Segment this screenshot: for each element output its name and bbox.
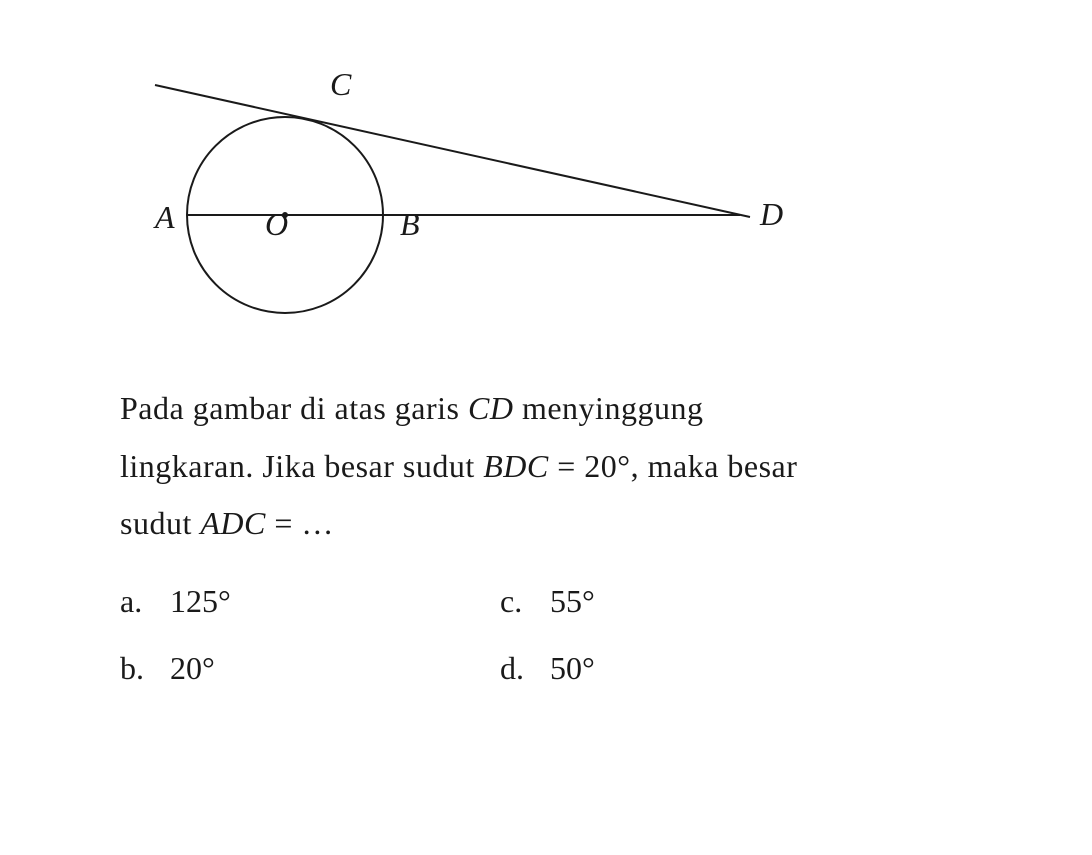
geometry-diagram: A O B C D: [120, 60, 870, 340]
q-line1-suffix: menyinggung: [513, 390, 703, 426]
option-c-value: 55°: [550, 583, 595, 620]
option-c-letter: c.: [500, 583, 550, 620]
option-b: b. 20°: [120, 650, 500, 687]
diagram-svg: A O B C D: [120, 60, 870, 340]
option-c: c. 55°: [500, 583, 880, 620]
option-a-letter: a.: [120, 583, 170, 620]
option-b-letter: b.: [120, 650, 170, 687]
option-a: a. 125°: [120, 583, 500, 620]
q-line2-mid: = 20°, maka besar: [549, 448, 798, 484]
q-line3-prefix: sudut: [120, 505, 200, 541]
q-line1-prefix: Pada gambar di atas garis: [120, 390, 468, 426]
q-line2-var: BDC: [483, 448, 549, 484]
q-line3-suffix: = …: [266, 505, 334, 541]
label-o: O: [265, 206, 288, 242]
options-grid: a. 125° c. 55° b. 20° d. 50°: [120, 583, 992, 687]
q-line2-prefix: lingkaran. Jika besar sudut: [120, 448, 483, 484]
label-c: C: [330, 66, 352, 102]
label-d: D: [759, 196, 783, 232]
tangent-line: [155, 85, 750, 217]
label-a: A: [153, 199, 175, 235]
question-text: Pada gambar di atas garis CD menyinggung…: [120, 380, 992, 553]
option-a-value: 125°: [170, 583, 231, 620]
option-d-value: 50°: [550, 650, 595, 687]
option-b-value: 20°: [170, 650, 215, 687]
q-line1-var: CD: [468, 390, 513, 426]
option-d: d. 50°: [500, 650, 880, 687]
label-b: B: [400, 206, 420, 242]
q-line3-var: ADC: [200, 505, 266, 541]
option-d-letter: d.: [500, 650, 550, 687]
